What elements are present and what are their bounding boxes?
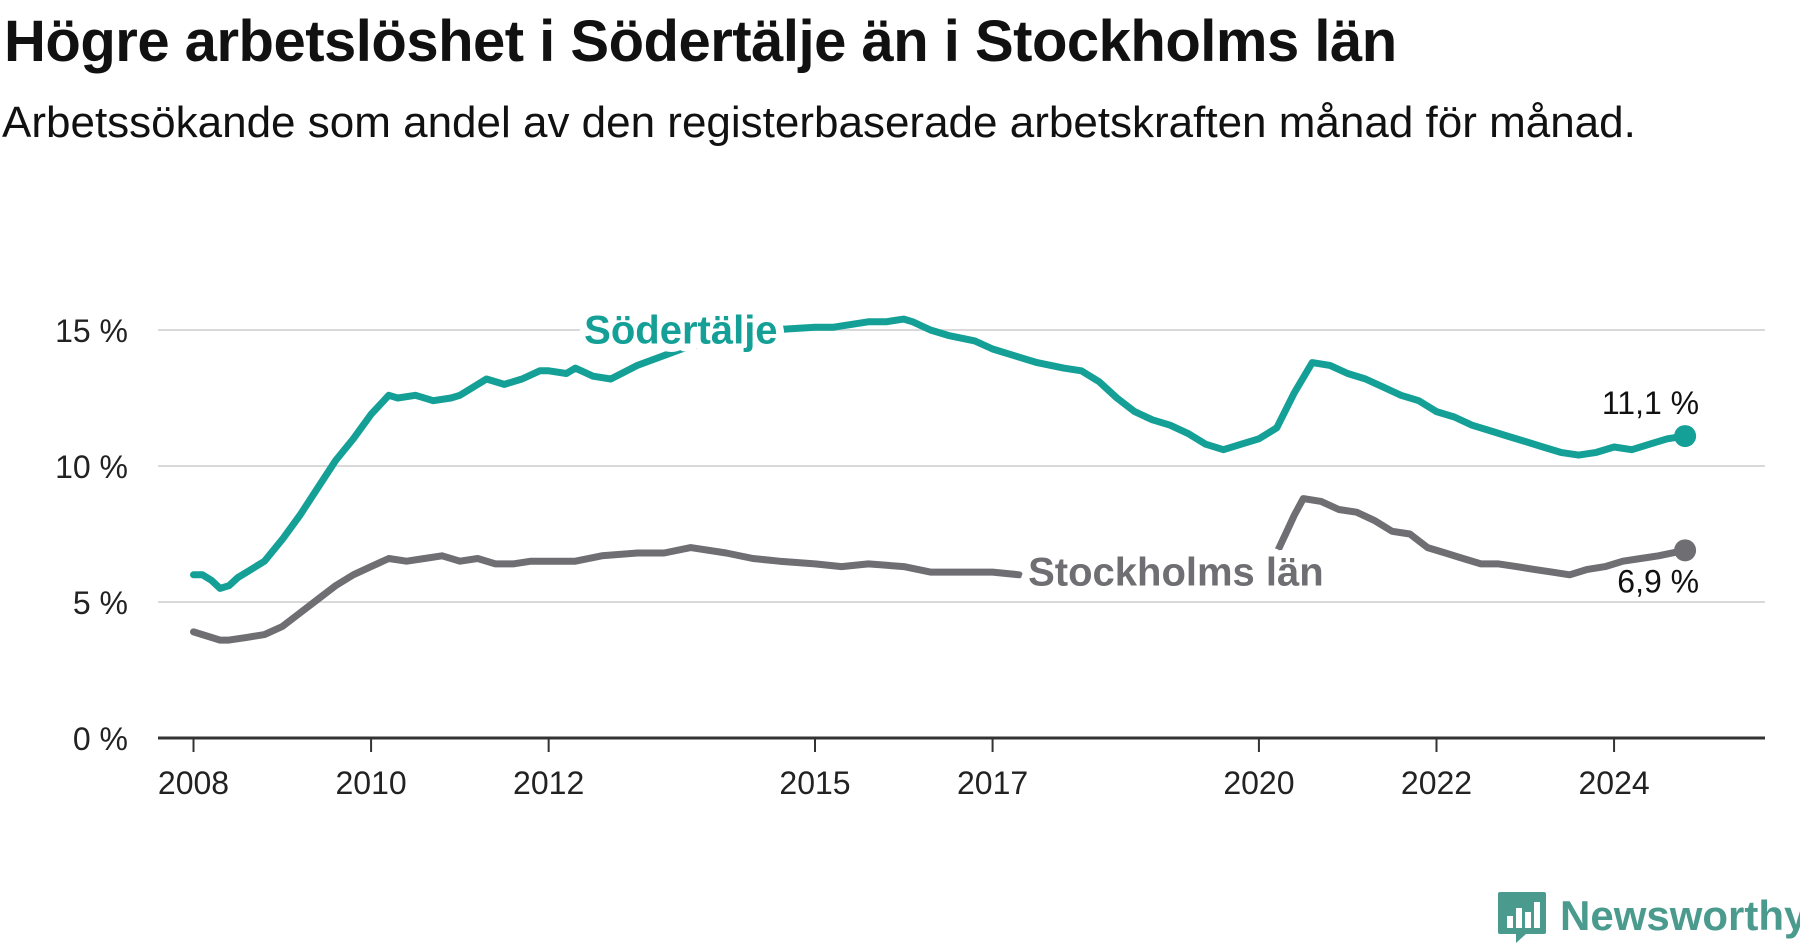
page-subtitle: Arbetssökande som andel av den registerb…: [2, 98, 1636, 147]
x-tick-label: 2024: [1578, 765, 1649, 801]
y-tick-label: 5 %: [73, 585, 128, 621]
x-tick-label: 2015: [779, 765, 850, 801]
series-label-sodertalje: Södertälje: [584, 309, 777, 353]
series-line-sodertalje: [190, 315, 1689, 592]
x-tick-label: 2012: [513, 765, 584, 801]
end-point-stockholms-lan: [1674, 539, 1697, 562]
x-tick-label: 2008: [158, 765, 229, 801]
series-label-stockholms-lan: Stockholms län: [1028, 551, 1324, 595]
y-tick-label: 15 %: [55, 313, 128, 349]
x-tick-label: 2010: [335, 765, 406, 801]
y-tick-label: 0 %: [73, 721, 128, 757]
end-value-label-sodertalje: 11,1 %: [1602, 385, 1699, 421]
brand-name: Newsworthy: [1560, 892, 1800, 939]
end-value-label-stockholms-lan: 6,9 %: [1617, 563, 1699, 599]
brand-logo: Newsworthy: [1494, 888, 1800, 944]
newsworthy-logo-icon: [1498, 892, 1546, 943]
x-tick-label: 2017: [957, 765, 1028, 801]
x-tick-label: 2020: [1223, 765, 1294, 801]
page-title: Högre arbetslöshet i Södertälje än i Sto…: [4, 9, 1397, 74]
end-point-sodertalje: [1674, 425, 1697, 448]
series-line-stockholms-lan: [190, 544, 1023, 644]
series-line-stockholms-lan: [1273, 495, 1689, 579]
x-tick-label: 2022: [1401, 765, 1472, 801]
y-tick-label: 10 %: [55, 449, 128, 485]
